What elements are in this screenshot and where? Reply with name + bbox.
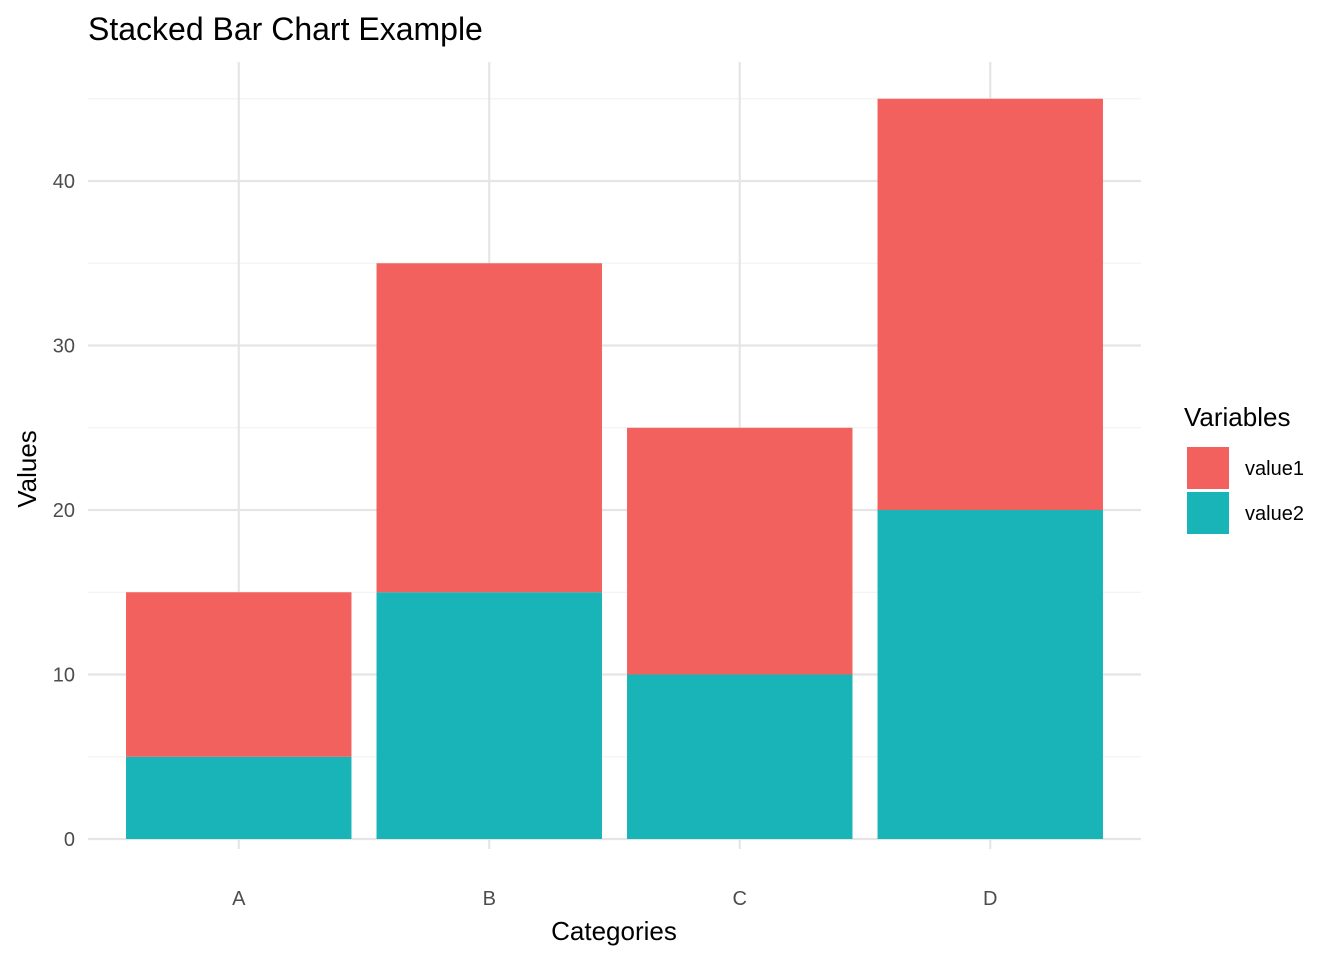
y-axis-ticks: 0 10 20 30 40: [53, 171, 75, 851]
bar-a-value1: [126, 592, 352, 757]
x-tick-label: A: [232, 888, 246, 910]
bar-d-value1: [877, 98, 1103, 510]
y-tick-label: 10: [53, 665, 75, 687]
bars: [126, 98, 1103, 839]
bar-b-value1: [376, 263, 602, 593]
legend-key-value2: [1187, 492, 1229, 534]
legend-key-value1: [1187, 447, 1229, 489]
y-tick-label: 40: [53, 171, 75, 193]
y-axis-title: Values: [12, 430, 42, 508]
x-axis-title: Categories: [551, 916, 677, 946]
legend-title: Variables: [1184, 402, 1290, 432]
bar-c-value2: [627, 674, 853, 839]
chart-title: Stacked Bar Chart Example: [88, 11, 483, 47]
bar-a-value2: [126, 756, 352, 839]
y-tick-label: 20: [53, 500, 75, 522]
x-tick-label: B: [483, 888, 496, 910]
bar-d-value2: [877, 510, 1103, 839]
legend-label: value1: [1245, 458, 1304, 480]
x-tick-label: C: [733, 888, 747, 910]
bar-c-value1: [627, 427, 853, 675]
y-tick-label: 0: [64, 829, 75, 851]
bar-b-value2: [376, 592, 602, 839]
legend: Variables value1 value2: [1184, 402, 1304, 534]
legend-label: value2: [1245, 503, 1304, 525]
x-tick-label: D: [983, 888, 997, 910]
y-tick-label: 30: [53, 336, 75, 358]
x-axis-ticks: A B C D: [232, 888, 997, 910]
